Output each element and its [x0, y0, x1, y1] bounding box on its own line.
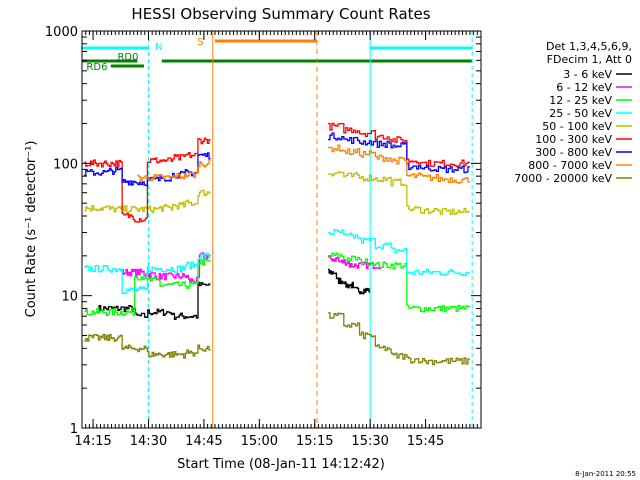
plot-frame	[81, 30, 482, 429]
series-100-300-kev	[84, 122, 470, 223]
series-line	[84, 137, 211, 223]
x-tick-label: 14:30	[130, 434, 167, 449]
series-line	[328, 229, 470, 277]
legend-entry-label: 12 - 25 keV	[549, 94, 612, 107]
legend-entry-label: 6 - 12 keV	[556, 81, 612, 94]
legend-entry-label: 100 - 300 keV	[535, 133, 612, 146]
series-3-6-kev	[97, 268, 371, 320]
legend-entry-label: 50 - 100 keV	[542, 120, 612, 133]
y-tick-label: 1	[70, 422, 78, 437]
series-7000-20000-kev	[84, 312, 470, 366]
series-line	[328, 268, 371, 295]
series-line	[328, 252, 470, 313]
flag-label-s: S	[197, 37, 203, 48]
x-tick-label: 15:45	[407, 434, 444, 449]
series-line	[84, 252, 211, 295]
series-800-7000-kev	[137, 144, 470, 184]
legend-entry-label: 800 - 7000 keV	[528, 159, 612, 172]
series-line	[328, 312, 470, 366]
footer-date: 8-Jan-2011 20:55	[575, 470, 636, 478]
y-tick-label: 100	[53, 157, 78, 172]
series-line	[97, 281, 211, 320]
x-tick-label: 14:15	[74, 434, 111, 449]
flag-label-rd0: RD0	[117, 52, 138, 63]
series-12-25-kev	[84, 252, 470, 316]
x-tick-label: 15:30	[351, 434, 388, 449]
plot-area: N RD0 RD6 S	[81, 31, 473, 428]
y-axis-label: Count Rate (s⁻¹ detector⁻¹)	[24, 141, 39, 318]
legend-entry-label: 300 - 800 keV	[535, 146, 612, 159]
x-axis-label: Start Time (08-Jan-11 14:12:42)	[177, 457, 385, 472]
legend-entry-label: 7000 - 20000 keV	[514, 172, 612, 185]
chart-title: HESSI Observing Summary Count Rates	[131, 5, 430, 23]
y-tick-label: 1000	[45, 25, 78, 40]
flag-label-rd6: RD6	[86, 62, 107, 73]
legend-entry-label: 3 - 6 keV	[563, 68, 612, 81]
series-line	[328, 132, 470, 174]
series-line	[137, 159, 211, 182]
legend-header-line-1: Det 1,3,4,5,6,9,	[546, 40, 632, 53]
x-tick-label: 14:45	[185, 434, 222, 449]
x-tick-label: 15:00	[241, 434, 278, 449]
x-tick-label: 15:15	[296, 434, 333, 449]
flag-label-n: N	[155, 42, 162, 53]
series-line	[84, 333, 211, 359]
legend-entry-label: 25 - 50 keV	[549, 107, 612, 120]
legend: Det 1,3,4,5,6,9, FDecim 1, Att 0 3 - 6 k…	[514, 40, 632, 185]
y-tick-label: 10	[61, 290, 78, 305]
series-line	[328, 144, 470, 184]
series-line	[328, 122, 470, 168]
series-25-50-kev	[84, 229, 470, 295]
legend-header-line-2: FDecim 1, Att 0	[547, 53, 632, 66]
series-6-12-kev	[121, 252, 382, 284]
axes: 1 10 100 1000 14:15 14:30 14:45 15:00 15:15 15:30…	[45, 25, 482, 449]
series-line	[328, 171, 470, 215]
